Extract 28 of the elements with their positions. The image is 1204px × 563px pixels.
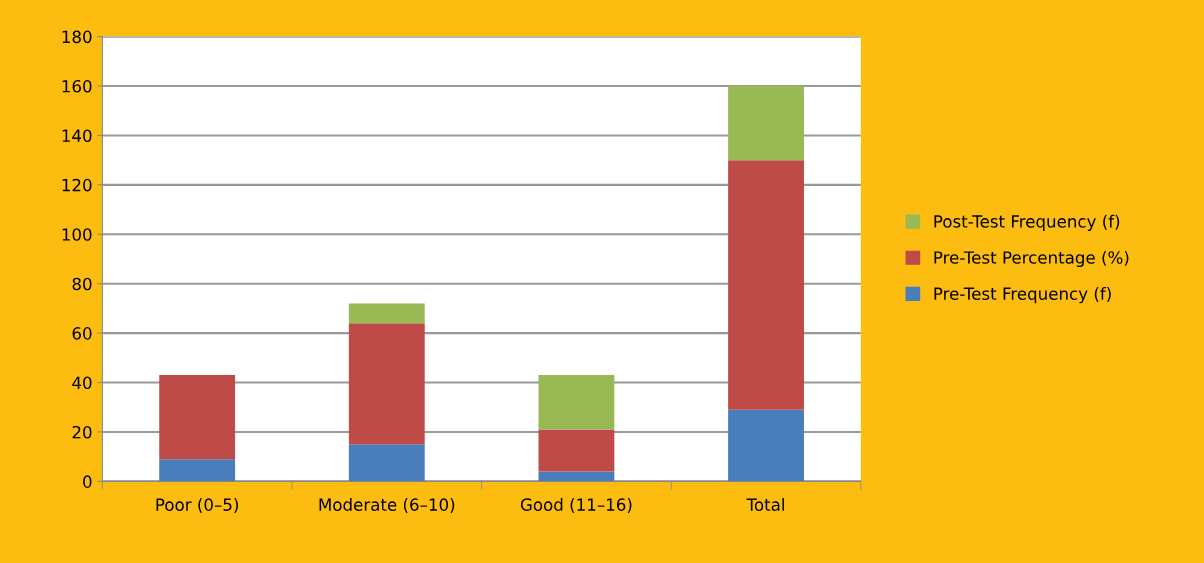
- bar: [348, 444, 425, 482]
- bar: [728, 409, 804, 482]
- bar: [728, 160, 804, 410]
- y-tick-label: 20: [72, 425, 92, 439]
- bar: [348, 323, 425, 445]
- y-tick-label: 80: [72, 277, 92, 291]
- bar: [348, 303, 425, 324]
- bar: [159, 459, 236, 482]
- y-tick-label: 60: [72, 327, 92, 340]
- y-tick-label: 40: [72, 376, 92, 390]
- y-tick-label: 140: [62, 129, 92, 142]
- bar: [538, 429, 615, 472]
- bar: [538, 375, 615, 430]
- bar: [538, 471, 615, 482]
- x-tick-label: Poor (0–5): [156, 498, 238, 513]
- x-tick-label: Total: [746, 498, 784, 511]
- y-tick-label: 180: [62, 30, 92, 44]
- legend-label: Pre-Test Percentage (%): [934, 250, 1129, 268]
- bar: [159, 375, 236, 460]
- y-tick-label: 160: [62, 79, 92, 93]
- x-tick-label: Good (11–16): [520, 498, 632, 513]
- bar: [728, 86, 804, 161]
- y-tick-label: 0: [83, 475, 92, 488]
- legend-label: Pre-Test Frequency (f): [934, 287, 1111, 304]
- x-tick-label: Moderate (6–10): [319, 498, 455, 513]
- y-tick-label: 120: [62, 178, 92, 192]
- y-tick-label: 100: [62, 228, 92, 241]
- legend-label: Post-Test Frequency (f): [934, 214, 1120, 231]
